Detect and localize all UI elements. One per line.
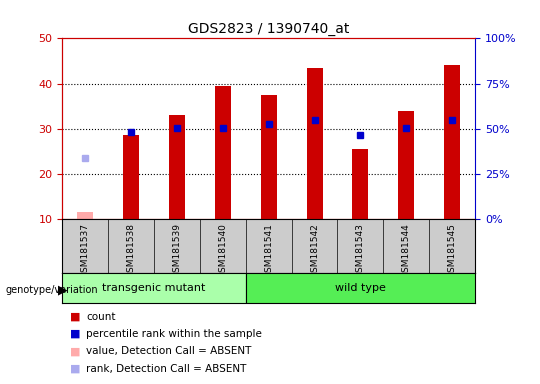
Bar xyxy=(77,212,93,219)
Bar xyxy=(444,65,460,219)
Bar xyxy=(62,273,246,303)
Bar xyxy=(123,136,139,219)
Text: value, Detection Call = ABSENT: value, Detection Call = ABSENT xyxy=(86,346,252,356)
Text: ■: ■ xyxy=(70,312,80,322)
Text: ■: ■ xyxy=(70,346,80,356)
Text: ■: ■ xyxy=(70,329,80,339)
Title: GDS2823 / 1390740_at: GDS2823 / 1390740_at xyxy=(188,22,349,36)
Bar xyxy=(307,68,322,219)
Text: GSM181545: GSM181545 xyxy=(448,223,457,278)
Bar xyxy=(399,111,414,219)
Text: GSM181538: GSM181538 xyxy=(126,223,136,278)
Text: ■: ■ xyxy=(70,364,80,374)
Text: GSM181537: GSM181537 xyxy=(80,223,90,278)
Text: GSM181541: GSM181541 xyxy=(264,223,273,278)
Text: GSM181544: GSM181544 xyxy=(402,223,411,278)
Text: ▶: ▶ xyxy=(58,283,68,296)
Bar xyxy=(261,95,276,219)
Bar xyxy=(246,273,475,303)
Text: count: count xyxy=(86,312,116,322)
Text: GSM181543: GSM181543 xyxy=(356,223,365,278)
Text: GSM181542: GSM181542 xyxy=(310,223,319,278)
Text: percentile rank within the sample: percentile rank within the sample xyxy=(86,329,262,339)
Bar xyxy=(169,115,185,219)
Bar xyxy=(215,86,231,219)
Text: GSM181540: GSM181540 xyxy=(218,223,227,278)
Text: genotype/variation: genotype/variation xyxy=(5,285,98,295)
Text: transgenic mutant: transgenic mutant xyxy=(102,283,206,293)
Text: rank, Detection Call = ABSENT: rank, Detection Call = ABSENT xyxy=(86,364,247,374)
Bar xyxy=(353,149,368,219)
Text: GSM181539: GSM181539 xyxy=(172,223,181,278)
Text: wild type: wild type xyxy=(335,283,386,293)
